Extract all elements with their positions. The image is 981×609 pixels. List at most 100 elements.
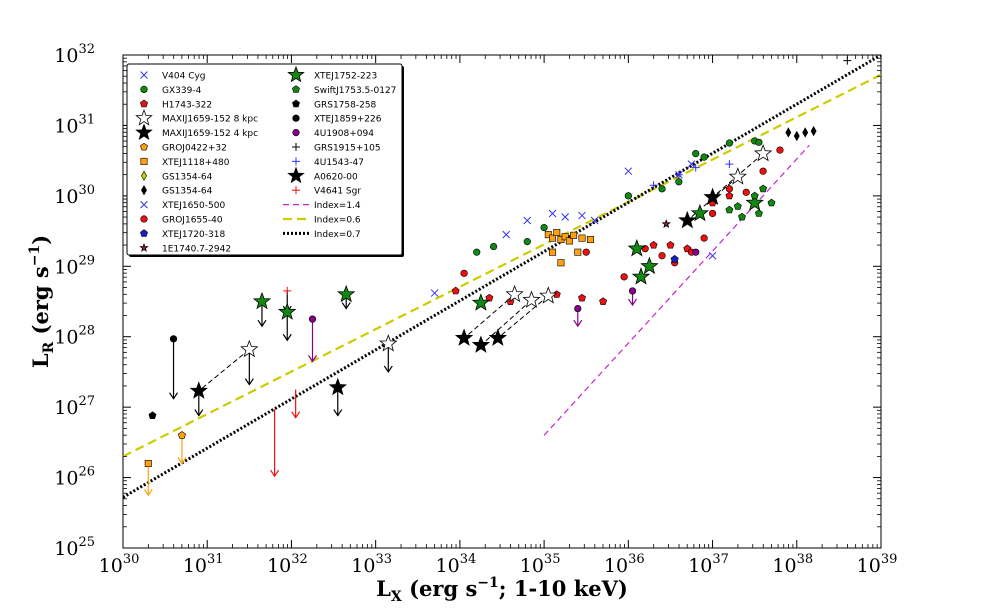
legend-marker-swiftj1753-5-0127 <box>292 85 300 93</box>
legend-label: GS1354-64 <box>162 172 213 182</box>
point-gx339-4 <box>540 223 548 232</box>
legend-label: MAXIJ1659-152 4 kpc <box>162 129 258 139</box>
point-xtej1752-223 <box>337 284 356 303</box>
point-gx339-4 <box>489 242 498 251</box>
point-xtej1752-223 <box>745 193 764 211</box>
point-4u1908-094 <box>692 248 700 256</box>
y-tick-base: 10 <box>54 186 78 208</box>
point-xtej1752-223 <box>471 293 491 311</box>
legend-label: SwiftJ1753.5-0127 <box>314 86 396 96</box>
point-maxij1659-152-8-kpc <box>728 167 748 185</box>
upper-limit-head <box>270 469 280 478</box>
point-h1743-322 <box>599 297 608 305</box>
legend-label: 4U1908+094 <box>314 129 374 139</box>
upper-limit-head <box>169 392 179 400</box>
legend-marker-gx339-4 <box>140 85 148 93</box>
y-axis-label-sup: −1 <box>27 245 43 266</box>
legend-marker-grs1915-105 <box>292 143 300 151</box>
x-tick-base: 10 <box>267 555 291 577</box>
x-tick-label: 1031 <box>183 552 224 577</box>
point-swiftj1753-5-0127 <box>725 205 734 214</box>
upper-limit-head <box>333 409 343 417</box>
legend-marker-v4641-sgr <box>292 186 300 195</box>
y-tick-base: 10 <box>54 45 78 67</box>
upper-limit-head <box>383 365 393 374</box>
legend-marker-1e1740-7-2942 <box>139 242 149 252</box>
x-tick-label: 1034 <box>436 552 477 577</box>
y-tick-label: 1025 <box>54 535 95 560</box>
point-xtej1118-480 <box>144 459 152 467</box>
x-tick-label: 1038 <box>772 552 813 577</box>
x-axis-label-sub: X <box>391 589 402 605</box>
point-xtej1118-480 <box>557 259 565 267</box>
point-groj1655-40 <box>620 273 628 281</box>
point-h1743-322 <box>578 293 586 302</box>
upper-limit-arrows <box>143 290 638 497</box>
legend-label: GS1354-64 <box>162 187 213 197</box>
point-h1743-322 <box>485 293 494 302</box>
point-gx339-4 <box>624 192 632 200</box>
legend-label: XTEJ1118+480 <box>162 158 230 168</box>
point-xtej1752-223 <box>690 203 710 222</box>
point-4u1543-47 <box>725 160 734 169</box>
point-swiftj1753-5-0127 <box>750 191 759 200</box>
point-v404-cyg <box>523 216 532 225</box>
y-tick-exp: 31 <box>78 112 95 127</box>
data-points <box>144 56 852 467</box>
point-4u1908-094 <box>574 304 582 313</box>
x-tick-base: 10 <box>604 555 628 577</box>
legend-marker-gs1354-64 <box>141 170 147 182</box>
point-maxij1659-152-8-kpc <box>240 339 259 358</box>
tick-labels: 1030 1031 1032 1033 1034 1035 1036 1037 1038 1039… <box>54 42 897 577</box>
legend-marker-xtej1752-223 <box>287 65 305 83</box>
point-grs1758-258 <box>148 411 157 419</box>
legend-marker-h1743-322 <box>140 99 148 108</box>
legend-marker-xtej1650-500 <box>140 200 148 209</box>
point-xtej1752-223 <box>627 239 646 257</box>
x-tick-base: 10 <box>436 555 460 577</box>
legend-label: GX339-4 <box>162 86 202 96</box>
upper-limit-head <box>573 319 583 328</box>
x-axis-label: LX (erg s−1; 1-10 keV) <box>376 575 628 605</box>
y-tick-exp: 26 <box>78 465 95 480</box>
x-tick-exp: 32 <box>291 552 308 567</box>
x-tick-base: 10 <box>99 555 123 577</box>
legend-label: XTEJ1720-318 <box>162 230 225 240</box>
upper-limit-head <box>143 488 153 497</box>
point-v4641-sgr <box>283 286 292 295</box>
y-tick-label: 1026 <box>54 465 95 490</box>
line-index-1-4 <box>543 144 810 436</box>
legend-marker-groj0422-32 <box>140 142 148 151</box>
y-tick-label: 1031 <box>54 112 95 137</box>
point-maxij1659-152-4-kpc <box>488 328 507 346</box>
x-tick-base: 10 <box>351 555 375 577</box>
x-tick-exp: 38 <box>797 552 814 567</box>
point-h1743-322 <box>666 241 675 249</box>
point-1e1740-7-2942 <box>661 219 671 229</box>
point-4u1908-094 <box>308 315 317 323</box>
point-maxij1659-152-8-kpc <box>753 143 773 162</box>
legend-label: XTEJ1859+226 <box>314 115 382 125</box>
x-tick-base: 10 <box>520 555 544 577</box>
point-xtej1118-480 <box>578 234 586 242</box>
point-h1743-322 <box>451 286 460 295</box>
upper-limit-head <box>177 457 187 465</box>
point-v404-cyg <box>687 160 696 169</box>
y-tick-base: 10 <box>54 538 78 560</box>
point-gx339-4 <box>700 153 708 161</box>
legend-label: Index=1.4 <box>314 201 361 211</box>
legend-label: 1E1740.7-2942 <box>162 244 231 254</box>
legend-label: XTEJ1650-500 <box>162 201 225 211</box>
point-xtej1118-480 <box>544 231 552 239</box>
y-tick-base: 10 <box>54 397 78 419</box>
upper-limit-head <box>308 355 317 363</box>
upper-limit-head <box>194 409 204 417</box>
legend-box <box>126 63 403 256</box>
point-xtej1118-480 <box>570 231 578 239</box>
point-gx339-4 <box>692 150 700 158</box>
point-v404-cyg <box>578 211 586 220</box>
x-tick-exp: 39 <box>881 552 898 567</box>
legend-label: Index=0.7 <box>314 230 361 240</box>
legend-label: MAXIJ1659-152 8 kpc <box>162 115 258 125</box>
